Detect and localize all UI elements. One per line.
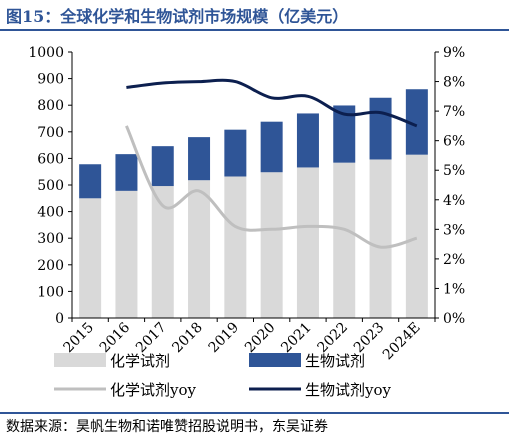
y-right-tick-label: 3% [443,222,465,238]
y-left-tick-label: 300 [37,231,64,247]
line-bio-yoy [126,78,418,128]
y-left-tick-label: 100 [37,284,64,300]
source-rule [0,412,509,414]
y-left-tick-label: 800 [37,98,64,114]
bar-bio-2016 [115,154,138,191]
bar-chem-2020 [260,172,283,318]
x-tick-label-2020: 2020 [242,320,279,357]
y-right-tick-label: 9% [443,45,465,61]
legend-swatch-0 [54,353,106,367]
bar-chem-2024E [405,154,428,318]
bar-bio-2023 [369,97,392,160]
source-note: 数据来源：昊帆生物和诺唯赞招股说明书，东吴证券 [6,419,328,435]
y-left-tick-label: 900 [37,72,64,88]
y-right-tick-label: 4% [443,193,465,209]
y-left-tick-label: 600 [37,151,64,167]
x-tick-label-2015: 2015 [60,320,97,357]
y-left-tick-label: 500 [37,178,64,194]
legend-label-3: 生物试剂yoy [305,381,392,399]
legend-label-1: 生物试剂 [305,352,365,370]
x-tick-label-2024E: 2024E [380,320,424,364]
bar-bio-2015 [79,164,102,199]
figure-title: 图15：全球化学和生物试剂市场规模（亿美元） [6,7,349,26]
y-left-tick-label: 200 [37,258,64,274]
x-tick-label-2022: 2022 [315,320,352,357]
stacked-bar-line-chart: 0 100 200 300 400 500 600 700 800 900 1000 0% 1% 2% 3%… [28,45,465,399]
bar-bio-2021 [296,113,319,168]
bar-chem-2022 [333,162,356,318]
x-tick-label-2021: 2021 [278,320,315,357]
x-tick-label-2016: 2016 [97,319,134,356]
line-layer [125,78,418,249]
y-left-tick-label: 700 [37,125,64,141]
y-right-tick-label: 8% [443,75,465,91]
legend-label-2: 化学试剂yoy [110,381,197,399]
bar-bio-2024E [405,89,428,155]
y-left-tick-label: 0 [55,311,64,327]
y-right-tick-label: 1% [443,281,465,297]
legend-label-0: 化学试剂 [110,352,170,370]
bar-bio-2022 [333,105,356,163]
bar-bio-2017 [151,146,174,187]
title-rule [0,29,509,31]
bar-layer [79,89,428,318]
bar-bio-2018 [188,137,211,181]
line-chem-yoy [125,125,418,249]
x-tick-label-2017: 2017 [133,320,170,357]
bar-bio-2019 [224,129,247,177]
y-right-tick-label: 2% [443,252,465,268]
bar-chem-2016 [115,190,138,318]
x-tick-label-2019: 2019 [206,320,243,357]
bar-chem-2018 [188,180,211,318]
y-right-tick-label: 6% [443,134,465,150]
legend-swatch-1 [249,353,301,367]
y-left-tick-label: 400 [37,205,64,221]
bar-chem-2019 [224,176,247,318]
y-left-tick-label: 1000 [28,45,64,61]
bar-chem-2023 [369,159,392,318]
x-tick-label-2018: 2018 [169,320,206,357]
y-right-tick-label: 7% [443,104,465,120]
bar-chem-2015 [79,198,102,318]
y-right-tick-label: 0% [443,311,465,327]
y-right-tick-label: 5% [443,163,465,179]
bar-chem-2017 [151,186,174,318]
bar-bio-2020 [260,121,283,173]
bar-chem-2021 [296,167,319,318]
